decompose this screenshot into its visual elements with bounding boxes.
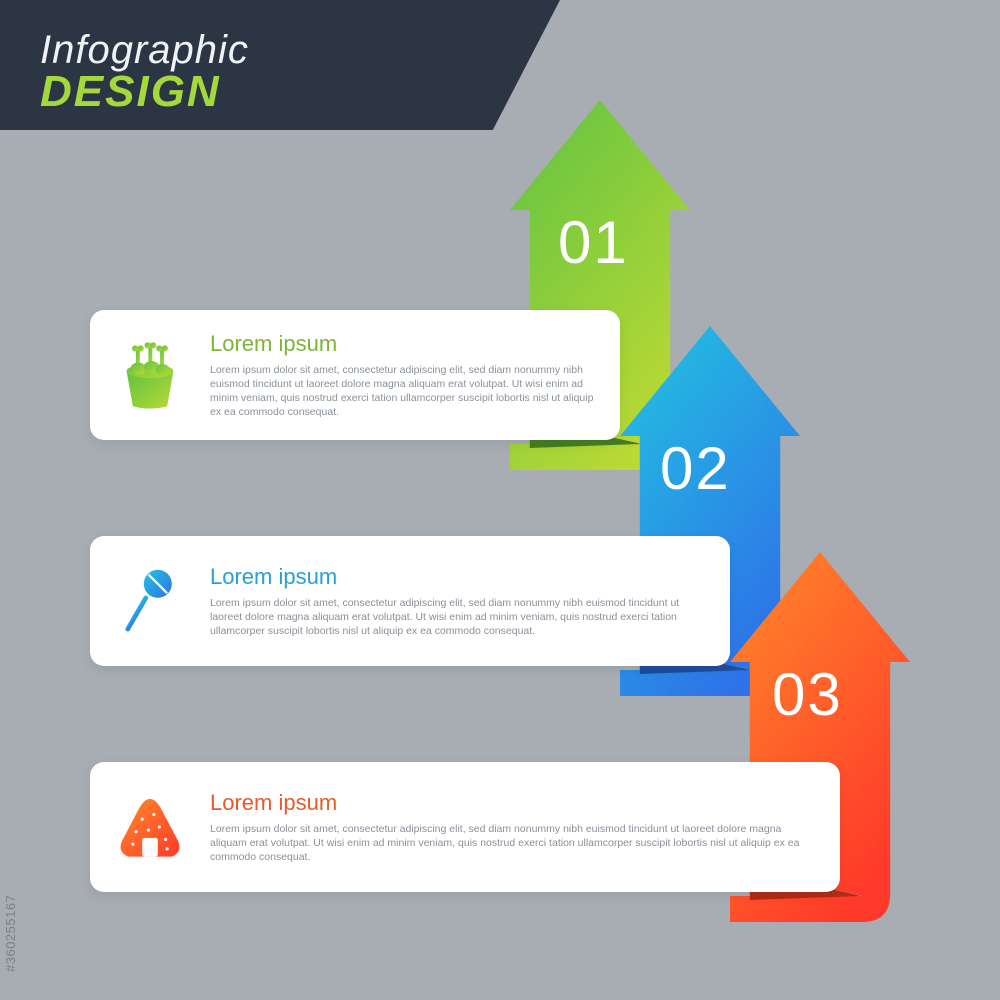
card-title: Lorem ipsum — [210, 564, 710, 590]
chicken-bucket-icon — [90, 336, 210, 414]
card-02: Lorem ipsum Lorem ipsum dolor sit amet, c… — [90, 536, 730, 666]
step-number-02: 02 — [660, 434, 731, 503]
step-number-01: 01 — [558, 208, 629, 277]
card-body: Lorem ipsum dolor sit amet, consectetur … — [210, 822, 820, 865]
card-03: Lorem ipsum Lorem ipsum dolor sit amet, c… — [90, 762, 840, 892]
lollipop-icon — [90, 562, 210, 640]
card-text-01: Lorem ipsum Lorem ipsum dolor sit amet, c… — [210, 331, 620, 420]
card-title: Lorem ipsum — [210, 331, 600, 357]
card-title: Lorem ipsum — [210, 790, 820, 816]
card-text-02: Lorem ipsum Lorem ipsum dolor sit amet, c… — [210, 564, 730, 639]
step-number-03: 03 — [772, 660, 843, 729]
card-text-03: Lorem ipsum Lorem ipsum dolor sit amet, c… — [210, 790, 840, 865]
card-body: Lorem ipsum dolor sit amet, consectetur … — [210, 596, 710, 639]
card-01: Lorem ipsum Lorem ipsum dolor sit amet, c… — [90, 310, 620, 440]
watermark: #360255167 — [3, 895, 18, 972]
onigiri-icon — [90, 788, 210, 866]
card-body: Lorem ipsum dolor sit amet, consectetur … — [210, 363, 600, 420]
header-title-line2: DESIGN — [40, 67, 520, 117]
header-banner: Infographic DESIGN — [0, 0, 560, 130]
